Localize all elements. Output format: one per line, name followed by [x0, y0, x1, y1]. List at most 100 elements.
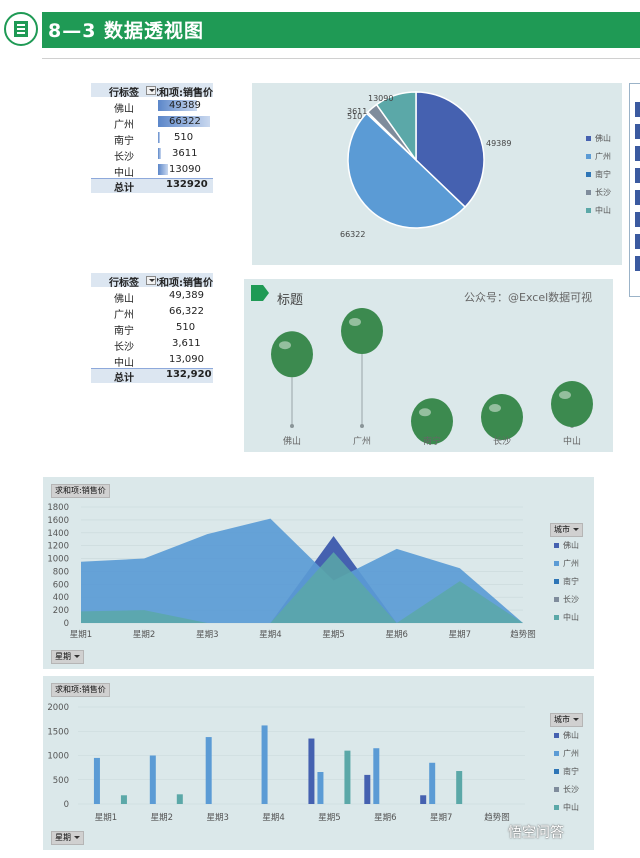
x-tick-label: 星期4 — [262, 813, 284, 823]
y-tick-label: 1000 — [47, 752, 69, 762]
y-tick-label: 500 — [53, 776, 69, 786]
pivot-row-value: 13,090 — [169, 354, 204, 365]
pie-slice — [375, 91, 417, 163]
legend-swatch — [554, 805, 559, 810]
slicer-item[interactable] — [635, 212, 640, 227]
x-tick-label: 星期7 — [449, 630, 471, 640]
slicer-item[interactable] — [635, 124, 640, 139]
legend-label: 中山 — [563, 803, 579, 812]
pie-data-label: 49389 — [486, 139, 511, 148]
legend-item: 长沙 — [554, 594, 579, 605]
area-series — [81, 552, 523, 623]
slicer-item[interactable] — [635, 168, 640, 183]
pie-chart-panel[interactable]: 49389 66322 510 3611 13090 佛山 广州 南宁 长沙 中山 — [252, 83, 622, 265]
legend-label: 南宁 — [595, 170, 611, 179]
x-tick-label: 星期1 — [95, 813, 117, 823]
bar-chart-panel[interactable]: 求和项:销售价 0 500 1000 1500 2000 星期1 星期2 星期3 星期4 星期5 星… — [43, 676, 594, 850]
bar — [456, 771, 463, 804]
legend-swatch — [586, 136, 591, 141]
balloon-marker — [481, 394, 523, 441]
slicer-item[interactable] — [635, 256, 640, 271]
balloon-anchor — [290, 424, 294, 428]
y-tick-label: 1400 — [47, 529, 69, 539]
slicer-panel[interactable] — [629, 83, 640, 297]
y-tick-label: 1200 — [47, 542, 69, 552]
bar — [308, 738, 315, 804]
legend-label: 南宁 — [563, 767, 579, 776]
legend-swatch — [554, 787, 559, 792]
axis-field-label: 星期 — [55, 652, 71, 661]
balloon-category-label: 南宁 — [423, 435, 441, 447]
balloon-category-label: 中山 — [563, 435, 581, 447]
data-bar — [158, 148, 161, 159]
x-tick-label: 星期3 — [206, 813, 228, 823]
legend-label: 佛山 — [563, 541, 579, 550]
area-chart-panel[interactable]: 求和项:销售价 0 200 400 600 800 1000 1200 1400 1600 180… — [43, 477, 594, 669]
city-field-button[interactable]: 城市 — [550, 713, 583, 727]
dropdown-arrow-icon — [573, 718, 579, 721]
y-tick-label: 2000 — [47, 703, 69, 713]
balloon-highlight — [279, 341, 291, 350]
dropdown-arrow-icon — [573, 528, 579, 531]
axis-field-label: 星期 — [55, 833, 71, 842]
bar — [420, 795, 427, 804]
slicer-item[interactable] — [635, 146, 640, 161]
balloon-chart-panel[interactable]: 佛山 广州 南宁 长沙 中山 标题 公众号：@Excel数据可视 — [244, 279, 613, 452]
bar — [373, 748, 380, 804]
legend-item: 佛山 — [554, 730, 579, 741]
slicer-item[interactable] — [635, 190, 640, 205]
axis-field-button[interactable]: 星期 — [51, 831, 84, 845]
row-filter-dropdown-icon[interactable] — [146, 86, 156, 95]
legend-item: 广州 — [554, 558, 579, 569]
pivot-total-value: 132920 — [166, 179, 208, 190]
legend-item: 南宁 — [554, 766, 579, 777]
pivot-row-value: 66322 — [169, 116, 201, 127]
y-tick-label: 400 — [53, 593, 69, 603]
pivot-value-header: 求和项:销售价 — [157, 88, 213, 99]
slicer-item[interactable] — [635, 234, 640, 249]
pivot-row-value: 510 — [176, 322, 196, 333]
value-field-button[interactable]: 求和项:销售价 — [51, 484, 110, 498]
legend-swatch — [554, 751, 559, 756]
pivot-total-value: 132,920 — [166, 369, 212, 380]
y-tick-label: 1500 — [47, 727, 69, 737]
legend-label: 佛山 — [563, 731, 579, 740]
chart-subtitle: 公众号：@Excel数据可视 — [464, 291, 593, 304]
x-tick-label: 星期3 — [196, 630, 218, 640]
pivot-row-label: 广州 — [114, 310, 134, 321]
x-tick-label: 星期2 — [133, 630, 155, 640]
x-tick-label: 星期1 — [70, 630, 92, 640]
bar — [205, 737, 212, 804]
pie-data-label: 3611 — [347, 107, 367, 116]
city-field-label: 城市 — [554, 715, 570, 724]
x-tick-label: 星期2 — [151, 813, 173, 823]
city-field-button[interactable]: 城市 — [550, 523, 583, 537]
pivot-row-value: 3,611 — [172, 338, 201, 349]
city-field-label: 城市 — [554, 525, 570, 534]
data-bar — [158, 164, 169, 175]
legend-swatch — [586, 172, 591, 177]
pivot-row-value: 49,389 — [169, 290, 204, 301]
legend-swatch — [586, 208, 591, 213]
bar — [364, 774, 371, 804]
row-filter-dropdown-icon[interactable] — [146, 276, 156, 285]
value-field-button[interactable]: 求和项:销售价 — [51, 683, 110, 697]
bar — [176, 794, 183, 804]
legend-item: 中山 — [554, 612, 579, 623]
balloon-highlight — [489, 404, 501, 413]
bar — [149, 755, 156, 804]
area-series — [81, 518, 523, 623]
slicer-item[interactable] — [635, 102, 640, 117]
pivot-row-label: 广州 — [114, 120, 134, 131]
legend-item: 佛山 — [586, 133, 611, 144]
x-tick-label: 趋势图 — [510, 629, 536, 640]
axis-field-button[interactable]: 星期 — [51, 650, 84, 664]
pivot-row-label: 佛山 — [114, 294, 134, 305]
area-chart: 0 200 400 600 800 1000 1200 1400 1600 1800 星期1 星期2 星… — [47, 503, 536, 640]
legend-item: 南宁 — [554, 576, 579, 587]
legend-swatch — [554, 543, 559, 548]
y-tick-label: 1600 — [47, 516, 69, 526]
legend-swatch — [554, 579, 559, 584]
legend-swatch — [554, 769, 559, 774]
pivot-row-value: 66,322 — [169, 306, 204, 317]
